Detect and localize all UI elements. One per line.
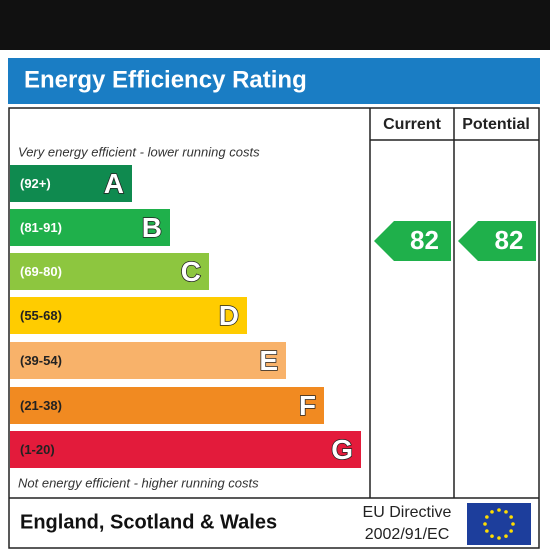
band — [10, 253, 209, 290]
band-letter: B — [142, 212, 162, 243]
region: England, Scotland & Wales — [20, 511, 277, 533]
rating-value: 82 — [410, 225, 439, 255]
bottom-note: Not energy efficient - higher running co… — [18, 475, 259, 490]
eu-stars — [483, 508, 515, 540]
top-note: Very energy efficient - lower running co… — [18, 144, 260, 159]
eu-star — [497, 508, 501, 512]
title: Energy Efficiency Rating — [24, 66, 307, 93]
band — [10, 342, 286, 379]
eu-star — [485, 515, 489, 519]
band-letter: C — [181, 256, 201, 287]
eu-star — [497, 536, 501, 540]
band-letter: F — [299, 390, 316, 421]
eu-star — [509, 529, 513, 533]
rating-arrow — [458, 221, 536, 261]
band — [10, 165, 132, 202]
rating-value: 82 — [495, 225, 524, 255]
eu-star — [511, 522, 515, 526]
eu-star — [485, 529, 489, 533]
band-range: (81-91) — [20, 220, 62, 235]
top-bar — [0, 0, 550, 50]
band-range: (92+) — [20, 176, 51, 191]
table-frame — [8, 107, 540, 549]
eu-star — [490, 534, 494, 538]
band-range: (39-54) — [20, 353, 62, 368]
band-letter: E — [259, 345, 278, 376]
eu-star — [483, 522, 487, 526]
band — [10, 431, 361, 468]
band — [10, 209, 170, 246]
header-bar — [8, 58, 540, 104]
eu-star — [490, 510, 494, 514]
eu-star — [504, 510, 508, 514]
band-letter: D — [219, 300, 239, 331]
rating-arrow — [374, 221, 451, 261]
band-range: (69-80) — [20, 264, 62, 279]
band-letter: G — [331, 434, 353, 465]
band-range: (1-20) — [20, 442, 55, 457]
potential-header: Potential — [462, 116, 530, 133]
band — [10, 387, 324, 424]
directive: EU Directive — [363, 504, 452, 521]
current-header: Current — [383, 116, 441, 133]
eu-star — [509, 515, 513, 519]
eu-star — [504, 534, 508, 538]
band-range: (55-68) — [20, 308, 62, 323]
band-range: (21-38) — [20, 398, 62, 413]
band — [10, 297, 247, 334]
directive: 2002/91/EC — [365, 526, 450, 543]
band-letter: A — [104, 168, 124, 199]
